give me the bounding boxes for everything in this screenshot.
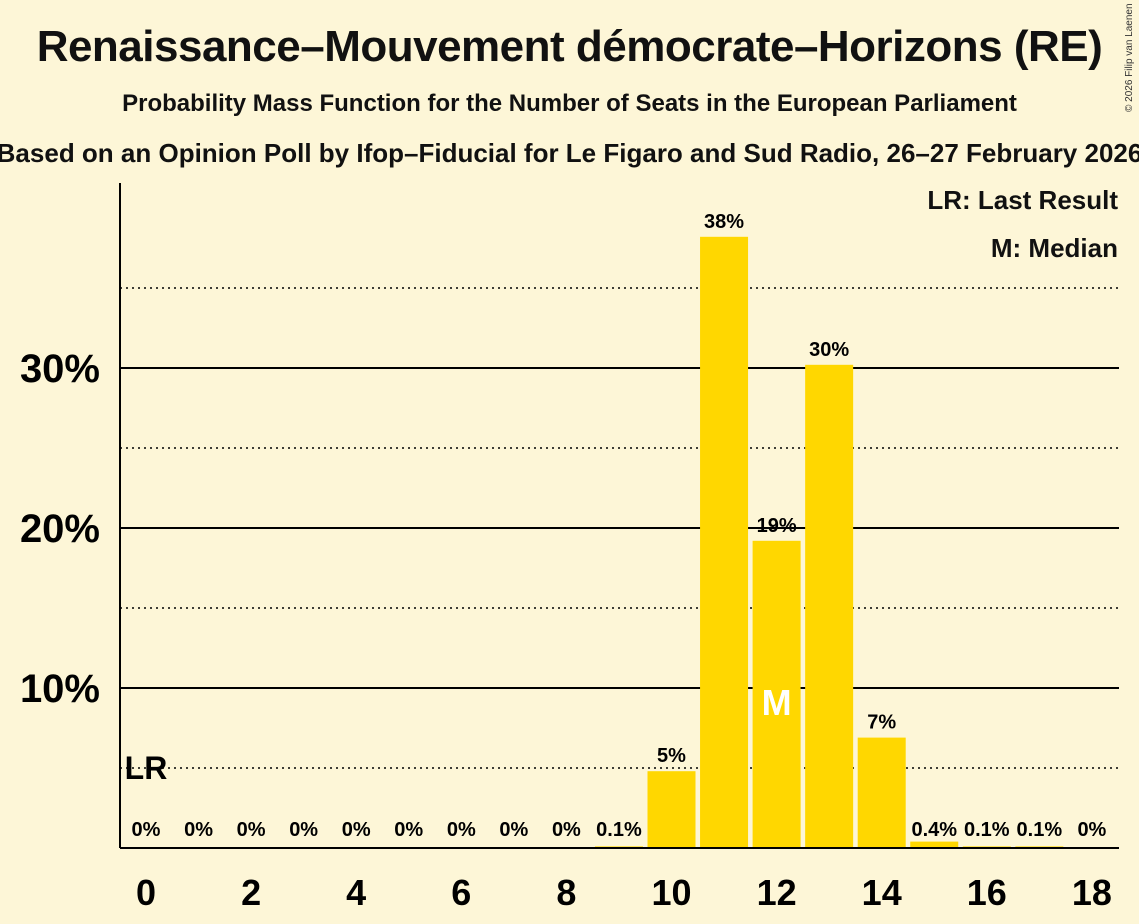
value-label-seat-12: 19% <box>757 515 797 537</box>
value-label-seat-18: 0% <box>1077 819 1106 841</box>
bar-seat-14 <box>857 737 906 848</box>
median-marker: M <box>762 682 792 723</box>
value-label-seat-7: 0% <box>499 819 528 841</box>
value-label-seat-17: 0.1% <box>1017 819 1063 841</box>
value-label-seat-1: 0% <box>184 819 213 841</box>
x-tick-label: 14 <box>862 872 902 913</box>
value-label-seat-3: 0% <box>289 819 318 841</box>
x-tick-label: 2 <box>241 872 261 913</box>
x-tick-label: 10 <box>651 872 691 913</box>
last-result-marker: LR <box>125 750 168 786</box>
legend-median: M: Median <box>990 233 1118 263</box>
value-labels: 0% 0% 0% 0% 0% 0% 0% 0% 0% 0.1% 5% 38% 19% 30% 7% 0.4% 0… <box>125 211 1107 841</box>
value-label-seat-6: 0% <box>447 819 476 841</box>
x-tick-label: 18 <box>1072 872 1112 913</box>
x-tick-label: 8 <box>556 872 576 913</box>
chart-subtitle: Probability Mass Function for the Number… <box>122 90 1017 117</box>
chart-source: Based on an Opinion Poll by Ifop–Fiducia… <box>0 138 1139 168</box>
value-label-seat-13: 30% <box>809 339 849 361</box>
x-tick-label: 6 <box>451 872 471 913</box>
y-tick-label: 10% <box>20 667 100 711</box>
value-label-seat-8: 0% <box>552 819 581 841</box>
value-label-seat-16: 0.1% <box>964 819 1010 841</box>
value-label-seat-4: 0% <box>342 819 371 841</box>
y-tick-label: 20% <box>20 507 100 551</box>
x-tick-label: 0 <box>136 872 156 913</box>
x-tick-label: 12 <box>757 872 797 913</box>
x-tick-label: 16 <box>967 872 1007 913</box>
value-label-seat-0: 0% <box>132 819 161 841</box>
value-label-seat-15: 0.4% <box>911 819 957 841</box>
y-tick-label: 30% <box>20 347 100 391</box>
axes: 10% 20% 30% 0 2 4 6 8 10 12 14 16 18 <box>20 183 1119 913</box>
bars <box>594 236 1064 849</box>
bar-seat-10 <box>647 771 696 848</box>
bar-seat-13 <box>805 364 854 848</box>
value-label-seat-5: 0% <box>394 819 423 841</box>
value-label-seat-9: 0.1% <box>596 819 642 841</box>
bar-seat-11 <box>700 236 749 849</box>
value-label-seat-2: 0% <box>237 819 266 841</box>
grid-lines <box>120 287 1119 769</box>
value-label-seat-10: 5% <box>657 745 686 767</box>
value-label-seat-11: 38% <box>704 211 744 233</box>
value-label-seat-14: 7% <box>867 712 896 734</box>
bar-seat-12 <box>752 540 801 848</box>
chart-title: Renaissance–Mouvement démocrate–Horizons… <box>36 22 1103 71</box>
bar-seat-15 <box>910 841 959 848</box>
x-tick-label: 4 <box>346 872 366 913</box>
legend-last-result: LR: Last Result <box>927 185 1118 215</box>
